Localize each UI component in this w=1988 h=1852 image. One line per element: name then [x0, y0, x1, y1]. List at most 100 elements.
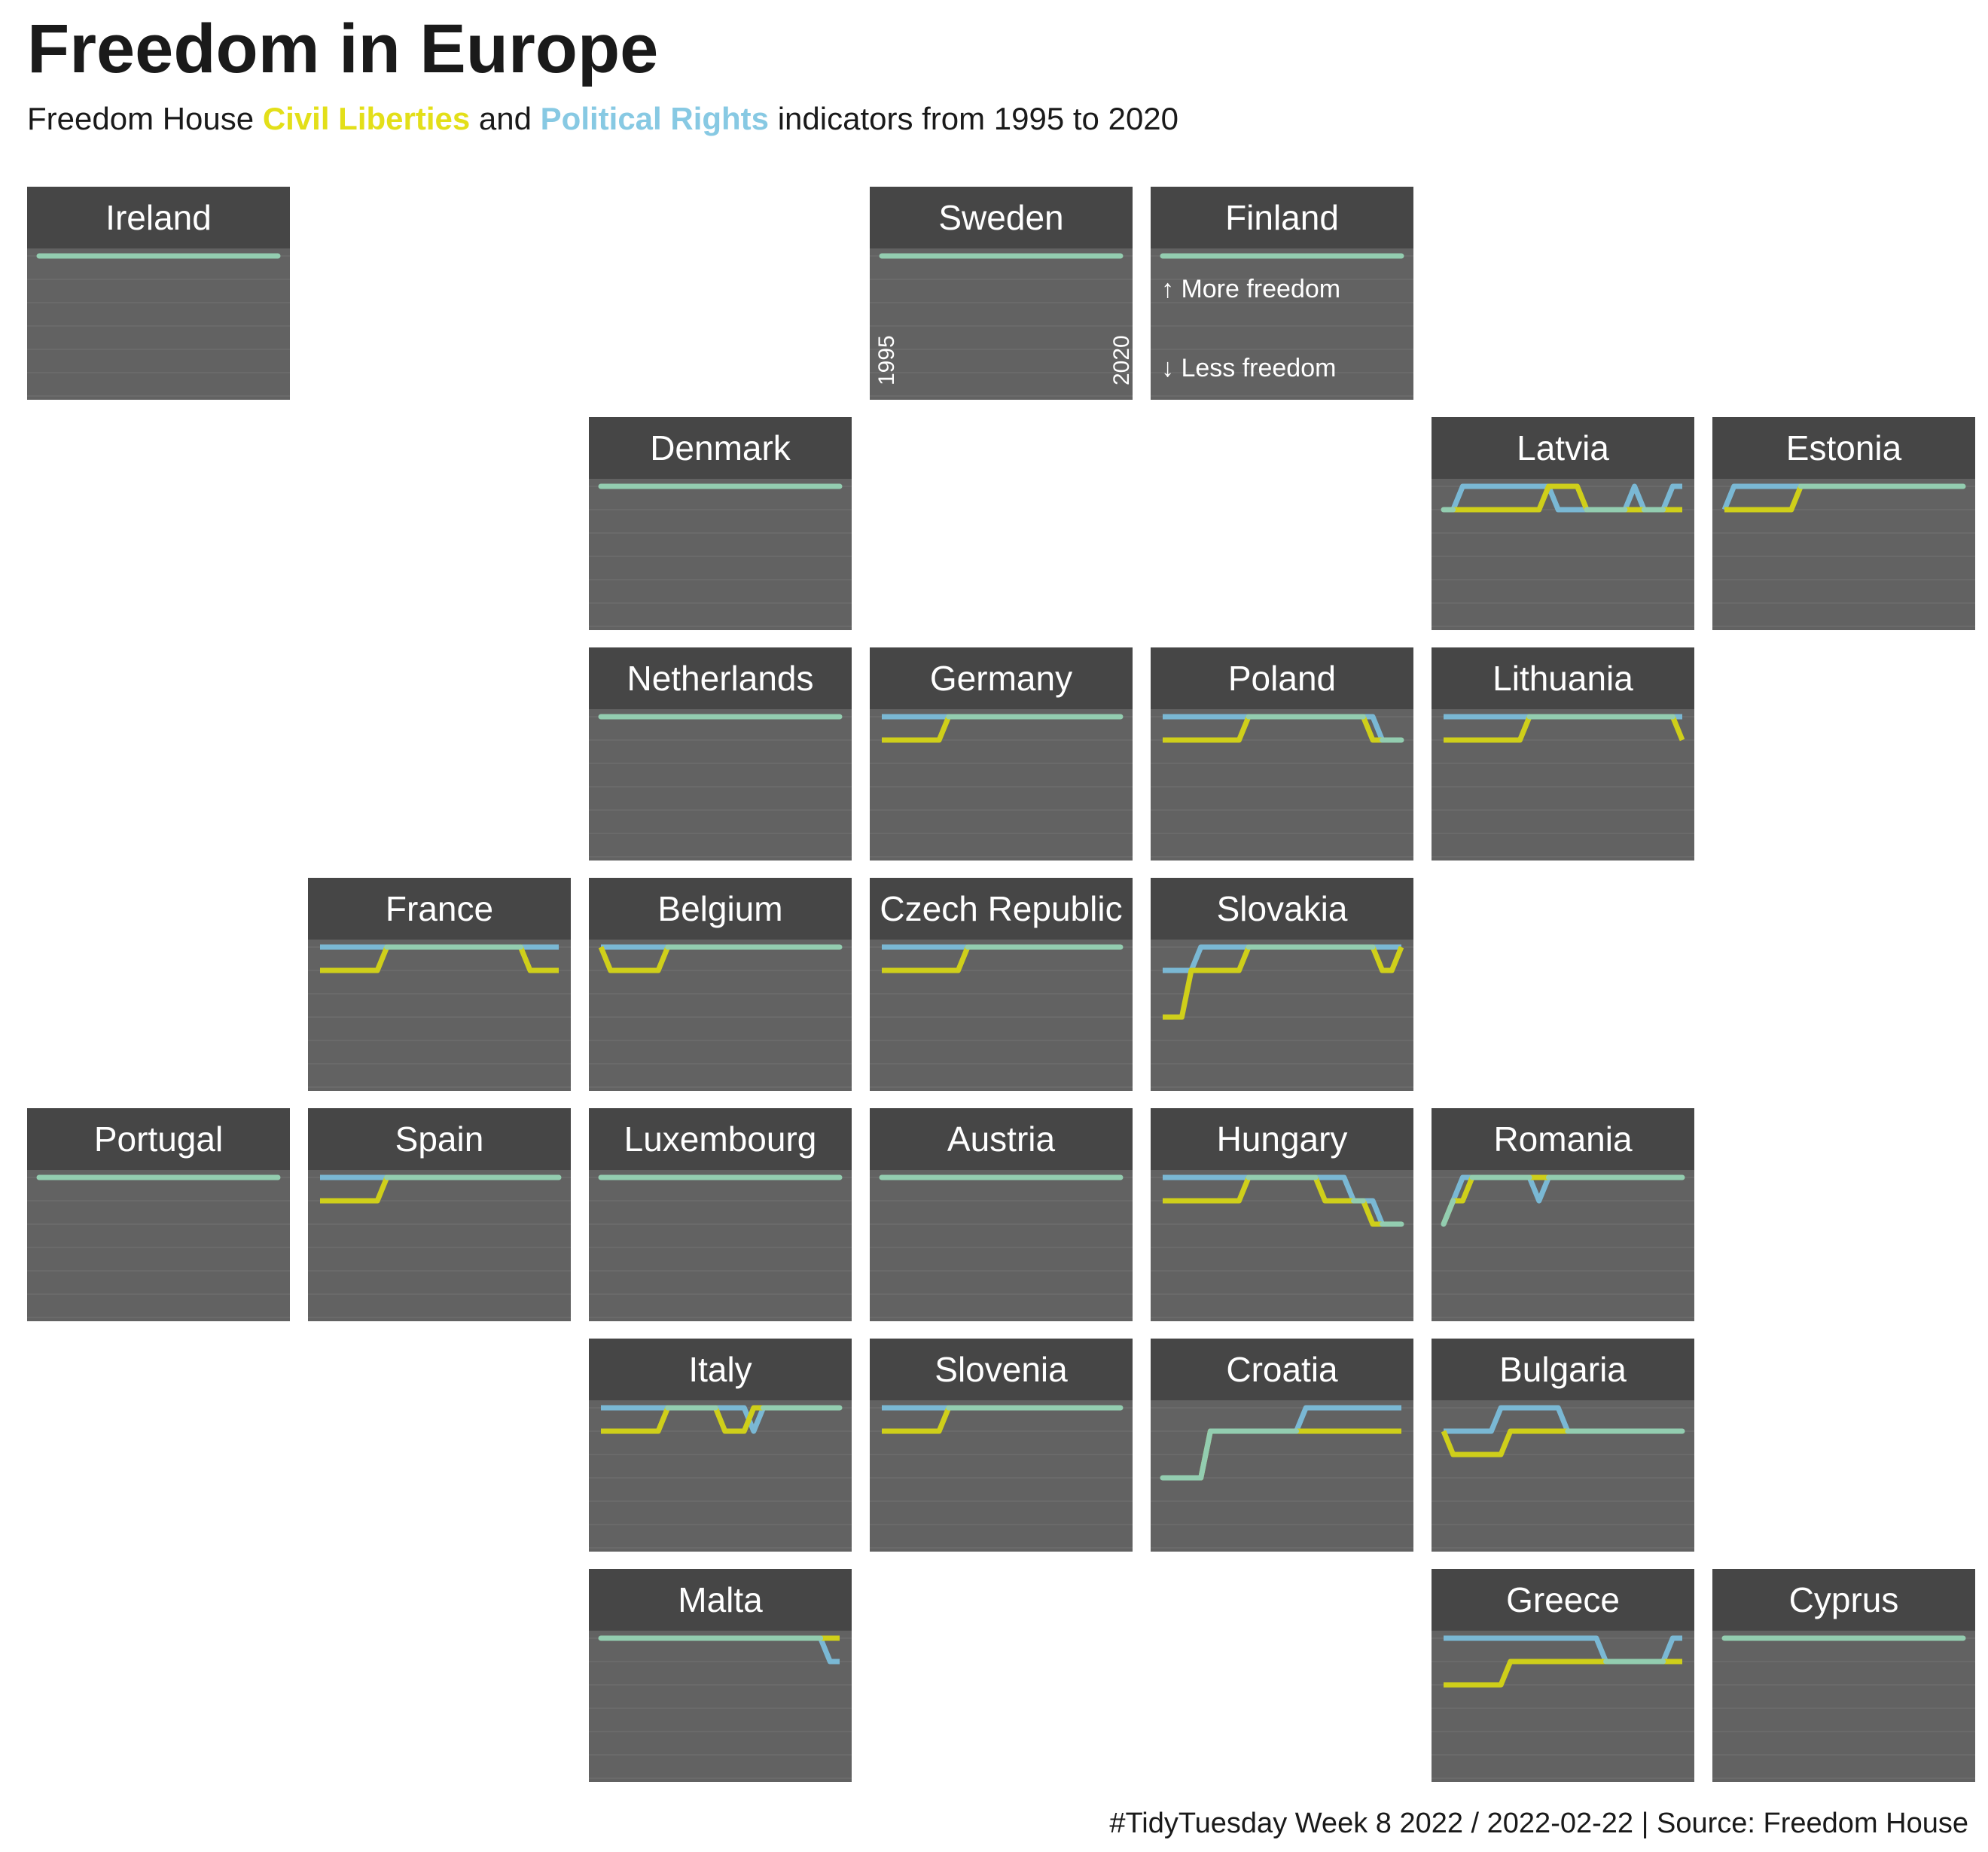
panel-plot: ↑ More freedom ↓ Less freedom	[1151, 248, 1413, 400]
plot-background	[589, 709, 852, 861]
panel-plot	[870, 1170, 1133, 1321]
panel-title: Czech Republic	[870, 878, 1133, 940]
panel-title: Netherlands	[589, 647, 852, 709]
plot-background	[870, 1400, 1133, 1552]
panel-plot: 1995 2020	[870, 248, 1133, 400]
panel-title: Austria	[870, 1108, 1133, 1170]
political-rights-line	[1444, 483, 1682, 513]
panel-title: Malta	[589, 1569, 852, 1631]
plot-background	[1432, 479, 1694, 630]
panel-denmark: Denmark	[589, 417, 852, 630]
panel-estonia: Estonia	[1712, 417, 1975, 630]
panel-title: Spain	[308, 1108, 571, 1170]
more-freedom-label: ↑ More freedom	[1161, 275, 1340, 303]
panel-hungary: Hungary	[1151, 1108, 1413, 1321]
panel-plot	[1151, 940, 1413, 1091]
panel-plot	[27, 1170, 290, 1321]
plot-background	[27, 1170, 290, 1321]
subtitle-prefix: Freedom House	[27, 101, 263, 136]
plot-background	[870, 248, 1133, 400]
plot-background	[1432, 709, 1694, 861]
panel-plot	[870, 940, 1133, 1091]
panel-luxembourg: Luxembourg	[589, 1108, 852, 1321]
legend-civil-liberties: Civil Liberties	[262, 101, 471, 136]
x-axis-start-label: 1995	[874, 335, 899, 385]
plot-background	[1151, 940, 1413, 1091]
plot-background	[27, 248, 290, 400]
plot-background	[1712, 479, 1975, 630]
panel-finland: Finland ↑ More freedom ↓ Less freedom	[1151, 187, 1413, 400]
plot-background	[589, 479, 852, 630]
panel-portugal: Portugal	[27, 1108, 290, 1321]
panel-plot	[27, 248, 290, 400]
panel-title: Luxembourg	[589, 1108, 852, 1170]
panel-plot	[308, 1170, 571, 1321]
plot-background	[870, 709, 1133, 861]
plot-background	[870, 940, 1133, 1091]
plot-background	[308, 940, 571, 1091]
panel-plot	[589, 1170, 852, 1321]
panel-czech-republic: Czech Republic	[870, 878, 1133, 1091]
panel-latvia: Latvia	[1432, 417, 1694, 630]
panel-title: Cyprus	[1712, 1569, 1975, 1631]
panel-title: Poland	[1151, 647, 1413, 709]
panel-belgium: Belgium	[589, 878, 852, 1091]
panel-malta: Malta	[589, 1569, 852, 1782]
panel-plot	[870, 709, 1133, 861]
panel-sweden: Sweden 1995 2020	[870, 187, 1133, 400]
panel-croatia: Croatia	[1151, 1339, 1413, 1552]
panel-plot	[870, 1400, 1133, 1552]
panel-title: Greece	[1432, 1569, 1694, 1631]
subtitle-suffix: indicators from 1995 to 2020	[769, 101, 1179, 136]
plot-background	[1151, 709, 1413, 861]
panel-plot	[1151, 709, 1413, 861]
less-freedom-label: ↓ Less freedom	[1161, 354, 1336, 382]
panel-plot	[1151, 1170, 1413, 1321]
panel-germany: Germany	[870, 647, 1133, 861]
panel-title: Finland	[1151, 187, 1413, 248]
plot-background	[1151, 248, 1413, 400]
plot-background	[589, 1631, 852, 1782]
panel-title: Portugal	[27, 1108, 290, 1170]
plot-background	[1432, 1170, 1694, 1321]
panel-bulgaria: Bulgaria	[1432, 1339, 1694, 1552]
subtitle-mid: and	[470, 101, 541, 136]
panel-cyprus: Cyprus	[1712, 1569, 1975, 1782]
panel-plot	[589, 479, 852, 630]
panel-title: Sweden	[870, 187, 1133, 248]
panel-plot	[1432, 709, 1694, 861]
panel-title: Ireland	[27, 187, 290, 248]
panel-greece: Greece	[1432, 1569, 1694, 1782]
caption: #TidyTuesday Week 8 2022 / 2022-02-22 | …	[1109, 1808, 1968, 1839]
plot-background	[1712, 1631, 1975, 1782]
overlap-segment	[1441, 1198, 1456, 1227]
panel-plot	[589, 709, 852, 861]
panel-plot	[589, 1631, 852, 1782]
panel-romania: Romania	[1432, 1108, 1694, 1321]
plot-background	[1432, 1631, 1694, 1782]
plot-background	[870, 1170, 1133, 1321]
panel-slovakia: Slovakia	[1151, 878, 1413, 1091]
legend-political-rights: Political Rights	[540, 101, 770, 136]
panel-title: Denmark	[589, 417, 852, 479]
plot-background	[589, 1170, 852, 1321]
plot-background	[589, 940, 852, 1091]
panel-title: Romania	[1432, 1108, 1694, 1170]
panel-poland: Poland	[1151, 647, 1413, 861]
panel-title: Estonia	[1712, 417, 1975, 479]
panel-title: Germany	[870, 647, 1133, 709]
panel-title: Slovenia	[870, 1339, 1133, 1400]
chart-title: Freedom in Europe	[27, 11, 659, 87]
panel-plot	[1432, 1170, 1694, 1321]
panel-title: Hungary	[1151, 1108, 1413, 1170]
panel-title: Lithuania	[1432, 647, 1694, 709]
chart-subtitle: Freedom House Civil Liberties and Politi…	[27, 99, 1178, 139]
overlap-segment	[1198, 1428, 1213, 1481]
panel-title: Italy	[589, 1339, 852, 1400]
panel-spain: Spain	[308, 1108, 571, 1321]
panel-plot	[1712, 1631, 1975, 1782]
panel-plot	[589, 1400, 852, 1552]
panel-ireland: Ireland	[27, 187, 290, 400]
plot-background	[1151, 1170, 1413, 1321]
